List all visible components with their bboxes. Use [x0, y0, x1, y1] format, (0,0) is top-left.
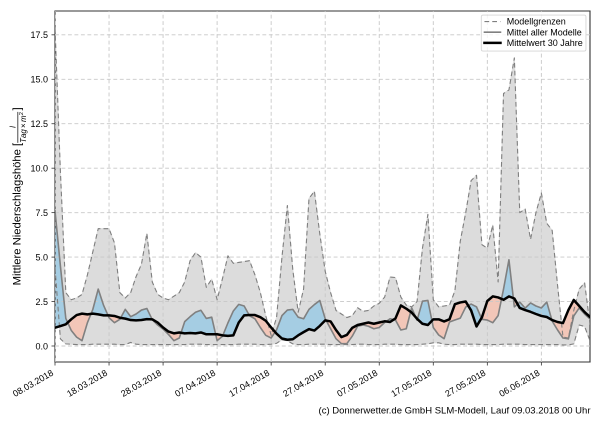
svg-text:7.5: 7.5	[35, 208, 48, 218]
svg-text:Modellgrenzen: Modellgrenzen	[507, 17, 566, 27]
svg-text:5.0: 5.0	[35, 252, 48, 262]
svg-text:2.5: 2.5	[35, 297, 48, 307]
svg-text:10.0: 10.0	[30, 163, 48, 173]
svg-text:M i t t: M i t t l e r e N i e d e r s c h l a g …	[3, 103, 30, 286]
svg-text:(c) Donnerwetter.de GmbH SLM-M: (c) Donnerwetter.de GmbH SLM-Modell, Lau…	[319, 406, 591, 417]
svg-text:Mittelwert 30 Jahre: Mittelwert 30 Jahre	[507, 38, 583, 48]
svg-text:17.5: 17.5	[30, 30, 48, 40]
svg-text:0.0: 0.0	[35, 341, 48, 351]
svg-text:Mittel aller Modelle: Mittel aller Modelle	[507, 27, 582, 37]
svg-text:12.5: 12.5	[30, 119, 48, 129]
svg-text:15.0: 15.0	[30, 75, 48, 85]
